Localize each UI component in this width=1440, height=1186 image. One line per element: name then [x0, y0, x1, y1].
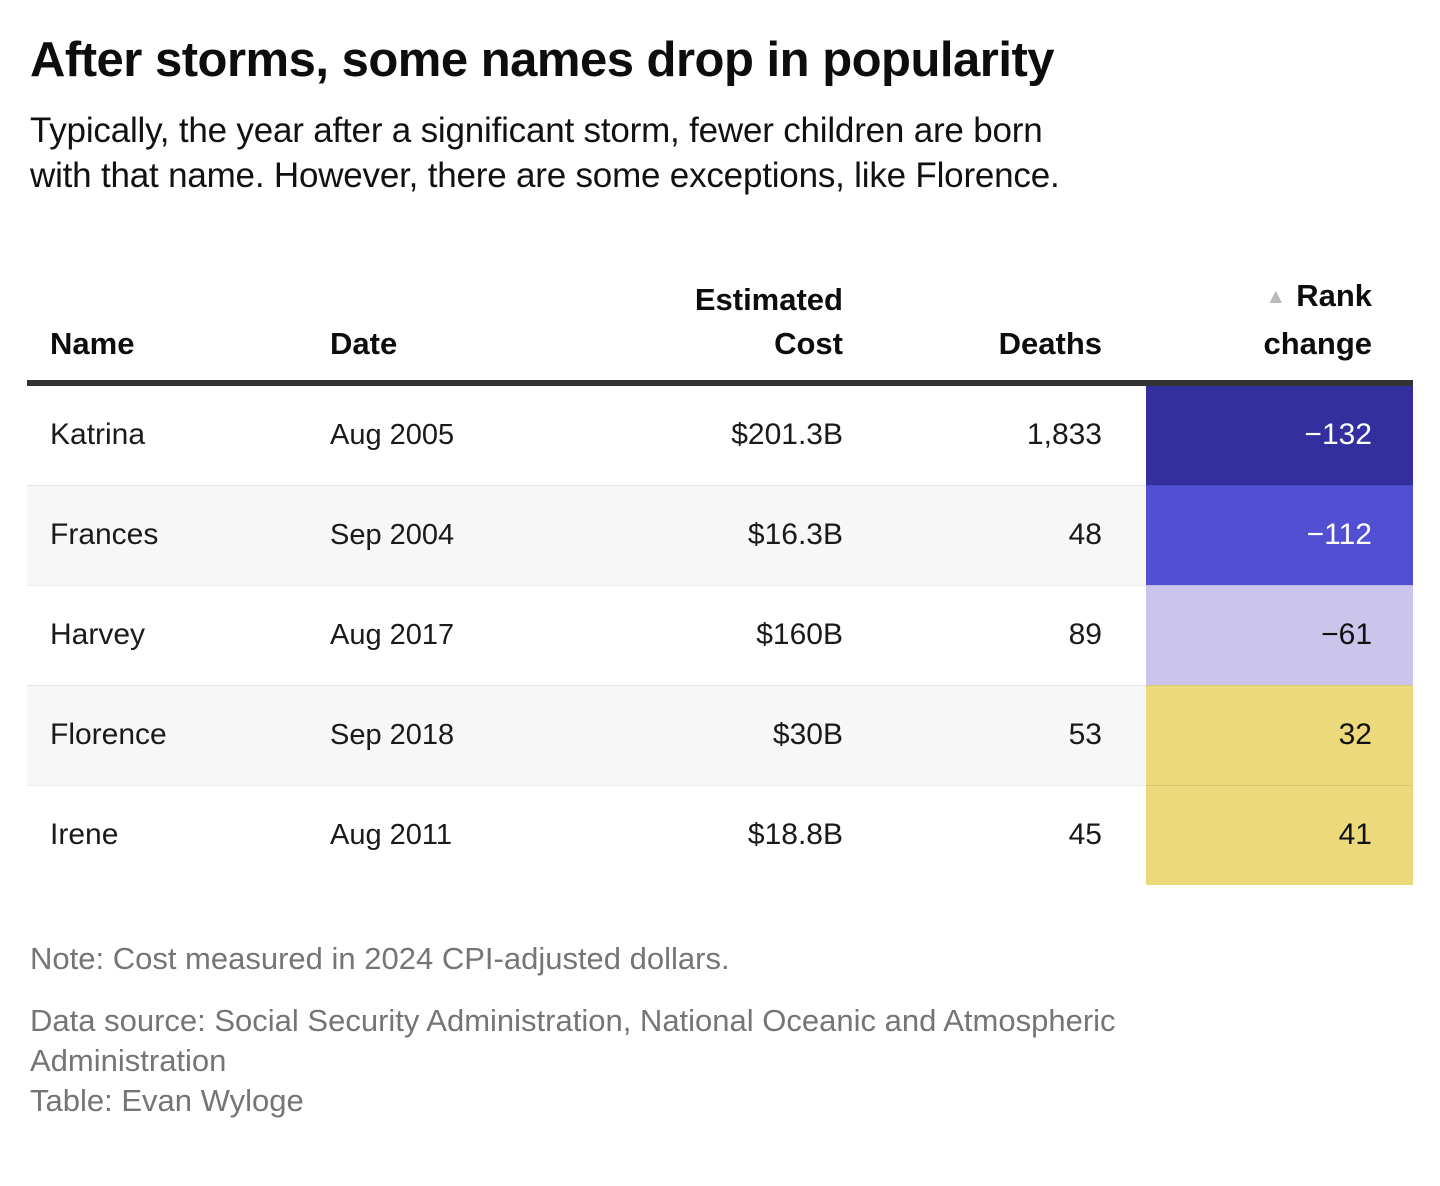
footnote: Note: Cost measured in 2024 CPI-adjusted…: [30, 940, 730, 976]
page-subtitle: Typically, the year after a significant …: [30, 108, 1410, 198]
storm-names-table: Name Date Estimated Cost Deaths ▲ Rank ch…: [27, 273, 1413, 885]
table-credit: Table: Evan Wyloge: [30, 1082, 304, 1118]
cell-cost: $18.8B: [580, 784, 880, 885]
subtitle-line-2: with that name. However, there are some …: [30, 155, 1060, 195]
column-header-rank-change[interactable]: ▲ Rank change: [1146, 273, 1413, 386]
footer: Note: Cost measured in 2024 CPI-adjusted…: [30, 939, 1410, 1121]
cell-name: Katrina: [50, 418, 146, 452]
cell-name: Frances: [27, 484, 300, 586]
cost-header-line-1: Estimated: [694, 281, 843, 317]
sort-ascending-icon[interactable]: ▲: [1265, 284, 1287, 308]
subtitle-line-1: Typically, the year after a significant …: [30, 110, 1043, 150]
cell-rank-change-heatmap: −61: [1146, 584, 1413, 686]
table-row-florence: Florence Sep 2018 $30B 53 32: [27, 684, 1413, 786]
cell-rank-change-heatmap: −112: [1146, 484, 1413, 586]
page-title: After storms, some names drop in popular…: [30, 33, 1055, 87]
data-source-line-2: Administration: [30, 1042, 227, 1078]
cost-header-line-2: Cost: [774, 325, 843, 361]
cell-name: Irene: [27, 784, 300, 885]
table-row-harvey: Harvey Aug 2017 $160B 89 −61: [27, 584, 1413, 686]
cell-date: Aug 2017: [300, 584, 580, 686]
cell-rank-change-heatmap: 32: [1146, 684, 1413, 786]
cell-rank-change-heatmap: −132: [1146, 382, 1413, 486]
table-row-frances: Frances Sep 2004 $16.3B 48 −112: [27, 484, 1413, 586]
cell-date: Sep 2018: [300, 684, 580, 786]
cell-date: Aug 2011: [300, 784, 580, 885]
column-header-name: Name: [27, 273, 300, 386]
table-header: Name Date Estimated Cost Deaths ▲ Rank ch…: [27, 273, 1413, 386]
rank-header-line-1: ▲ Rank: [1146, 274, 1372, 322]
table-body: Katrina Aug 2005 $201.3B 1,833 −132 Fran…: [27, 382, 1413, 885]
rank-header-line-2: change: [1263, 325, 1372, 361]
source-block: Data source: Social Security Administrat…: [30, 1001, 1410, 1121]
cell-cost: $160B: [580, 584, 880, 686]
cell-cost: $201.3B: [731, 418, 843, 452]
data-source-line-1: Data source: Social Security Administrat…: [30, 1002, 1116, 1038]
cell-deaths: 89: [880, 584, 1146, 686]
rank-header-word: Rank: [1296, 277, 1372, 313]
cell-date: Aug 2005: [330, 418, 455, 451]
cell-deaths: 1,833: [1026, 418, 1102, 452]
table-row-katrina: Katrina Aug 2005 $201.3B 1,833 −132: [27, 382, 1413, 486]
table-row-irene: Irene Aug 2011 $18.8B 45 41: [27, 784, 1413, 885]
header-row: Name Date Estimated Cost Deaths ▲ Rank ch…: [27, 273, 1413, 386]
cell-name: Harvey: [27, 584, 300, 686]
cell-deaths: 53: [880, 684, 1146, 786]
cell-rank-change-heatmap: 41: [1146, 784, 1413, 885]
table-graphic: After storms, some names drop in popular…: [0, 33, 1440, 1121]
cell-cost: $16.3B: [580, 484, 880, 586]
column-header-estimated-cost: Estimated Cost: [580, 273, 880, 386]
cell-deaths: 48: [880, 484, 1146, 586]
column-header-date: Date: [300, 273, 580, 386]
cell-cost: $30B: [580, 684, 880, 786]
cell-name: Florence: [27, 684, 300, 786]
column-header-deaths: Deaths: [880, 273, 1146, 386]
cell-date: Sep 2004: [300, 484, 580, 586]
cell-deaths: 45: [880, 784, 1146, 885]
